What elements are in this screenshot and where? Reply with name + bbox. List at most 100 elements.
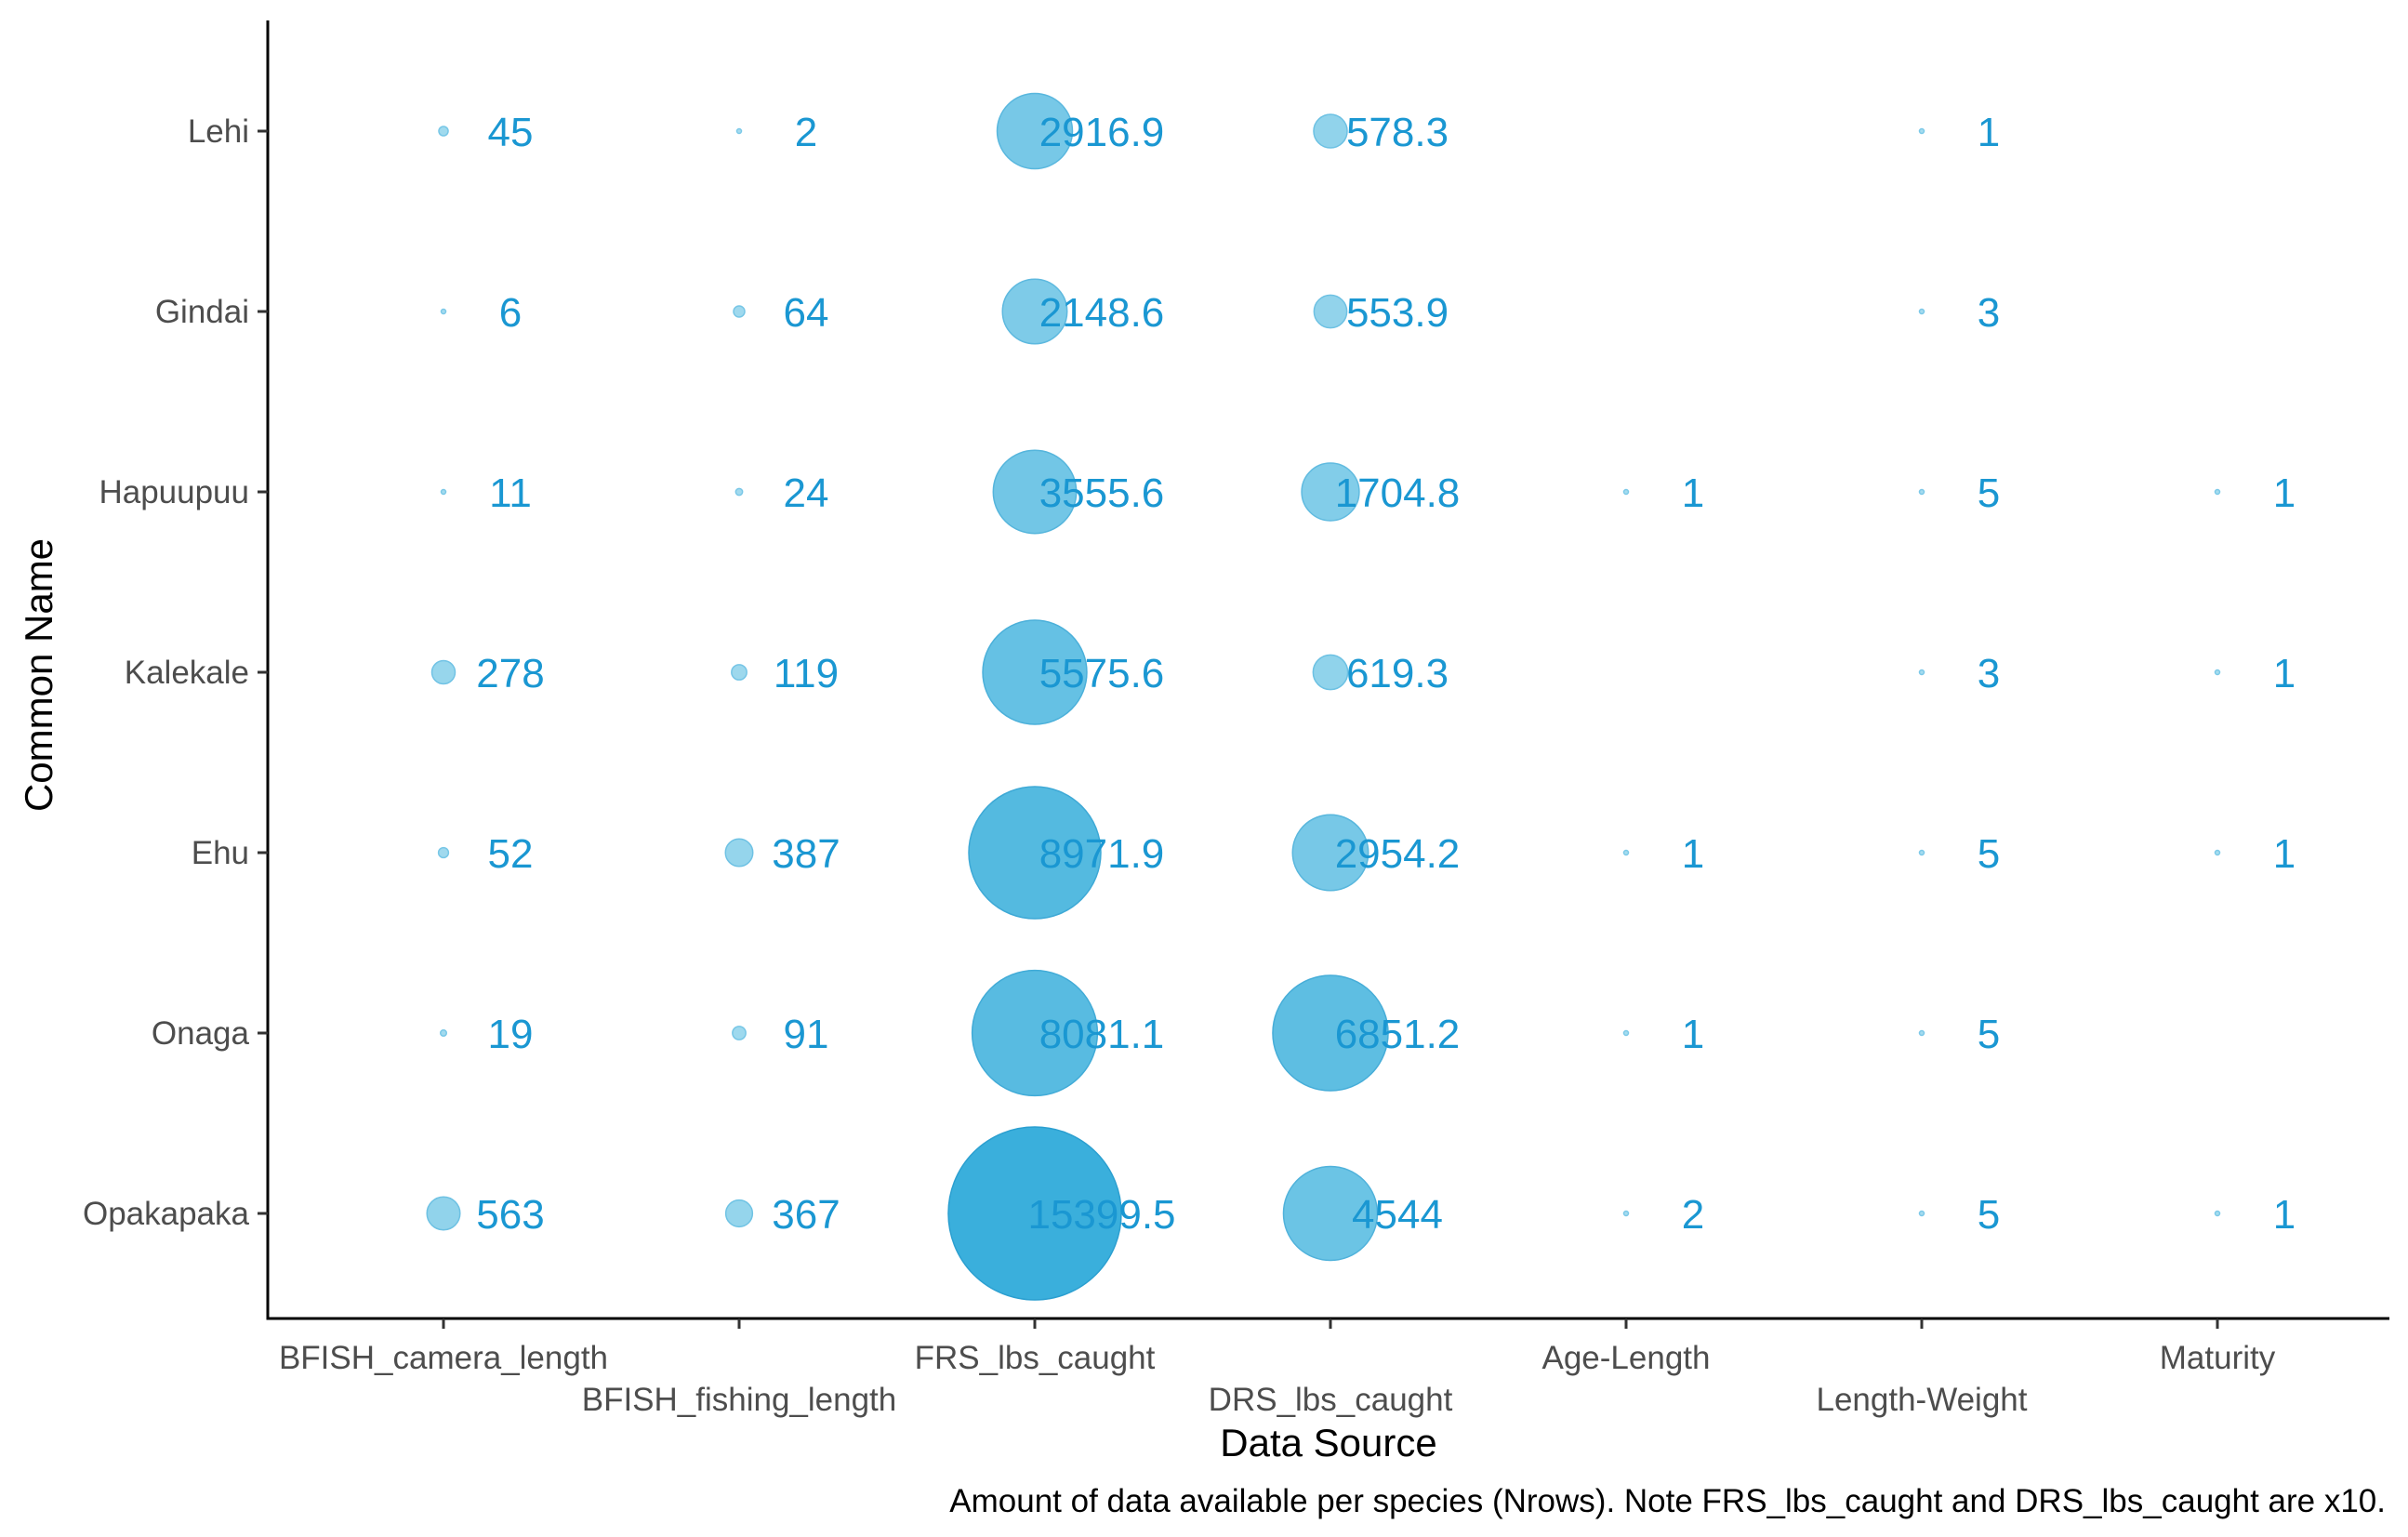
value-label-opakapaka-drs-lbs-caught: 4544	[1352, 1192, 1443, 1238]
value-label-gindai-length-weight: 3	[1978, 290, 2000, 336]
bubble-layer	[426, 92, 2221, 1301]
value-label-layer: 45 2 2916.9 578.3 16 64 2148.6 553.9 311 24 3555.6…	[476, 110, 2296, 1238]
bubble-gindai-bfish-fishing-length	[733, 305, 746, 318]
bubble-hapuupuu-maturity	[2214, 488, 2221, 496]
x-tick-label-age-length: Age-Length	[1542, 1340, 1711, 1376]
value-label-ehu-age-length: 1	[1682, 831, 1704, 877]
value-label-lehi-drs-lbs-caught: 578.3	[1346, 110, 1449, 155]
value-label-gindai-bfish-camera-length: 6	[499, 290, 522, 336]
value-label-gindai-bfish-fishing-length: 64	[784, 290, 829, 336]
value-label-ehu-frs-lbs-caught: 8971.9	[1039, 831, 1165, 877]
value-label-opakapaka-maturity: 1	[2273, 1192, 2296, 1238]
x-tick-label-bfish-fishing-length: BFISH_fishing_length	[582, 1382, 897, 1418]
value-label-ehu-bfish-camera-length: 52	[488, 831, 534, 877]
bubble-ehu-length-weight	[1918, 849, 1925, 856]
bubble-ehu-maturity	[2214, 849, 2221, 856]
value-label-gindai-frs-lbs-caught: 2148.6	[1039, 290, 1165, 336]
value-label-ehu-length-weight: 5	[1978, 831, 2000, 877]
bubble-kalekale-frs-lbs-caught	[982, 619, 1088, 725]
value-label-lehi-length-weight: 1	[1978, 110, 2000, 155]
value-label-onaga-bfish-fishing-length: 91	[784, 1012, 829, 1057]
bubble-opakapaka-drs-lbs-caught	[1282, 1165, 1379, 1262]
y-tick-label-lehi: Lehi	[188, 113, 249, 150]
value-label-ehu-maturity: 1	[2273, 831, 2296, 877]
bubble-ehu-age-length	[1622, 849, 1630, 856]
y-tick-label-opakapaka: Opakapaka	[83, 1196, 250, 1232]
bubble-hapuupuu-drs-lbs-caught	[1301, 462, 1360, 522]
value-label-onaga-bfish-camera-length: 19	[488, 1012, 534, 1057]
value-label-hapuupuu-bfish-camera-length: 11	[489, 470, 532, 516]
value-label-kalekale-length-weight: 3	[1978, 651, 2000, 696]
bubble-ehu-bfish-camera-length	[437, 846, 450, 859]
value-label-opakapaka-length-weight: 5	[1978, 1192, 2000, 1238]
bubble-hapuupuu-age-length	[1622, 488, 1630, 496]
value-label-lehi-frs-lbs-caught: 2916.9	[1039, 110, 1165, 155]
axes	[266, 20, 2389, 1320]
value-label-lehi-bfish-fishing-length: 2	[795, 110, 817, 155]
value-label-hapuupuu-age-length: 1	[1682, 470, 1704, 516]
value-label-hapuupuu-maturity: 1	[2273, 470, 2296, 516]
bubble-onaga-drs-lbs-caught	[1272, 974, 1389, 1092]
x-tick-label-maturity: Maturity	[2160, 1340, 2276, 1376]
bubble-hapuupuu-frs-lbs-caught	[992, 449, 1078, 535]
bubble-kalekale-length-weight	[1918, 669, 1925, 676]
value-label-onaga-length-weight: 5	[1978, 1012, 2000, 1057]
bubble-gindai-bfish-camera-length	[440, 308, 447, 315]
value-label-hapuupuu-length-weight: 5	[1978, 470, 2000, 516]
x-axis-title: Data Source	[1220, 1421, 1436, 1464]
bubble-hapuupuu-length-weight	[1918, 488, 1925, 496]
bubble-gindai-length-weight	[1918, 308, 1925, 315]
tick-layer: Lehi Gindai Hapuupuu Kalekale Ehu Onaga Opakap…	[83, 113, 2276, 1418]
bubble-onaga-bfish-camera-length	[439, 1028, 448, 1038]
bubble-lehi-bfish-camera-length	[438, 126, 449, 137]
x-tick-label-frs-lbs-caught: FRS_lbs_caught	[915, 1340, 1156, 1376]
value-label-opakapaka-age-length: 2	[1682, 1192, 1704, 1238]
bubble-gindai-frs-lbs-caught	[1001, 278, 1068, 345]
value-label-opakapaka-frs-lbs-caught: 15399.5	[1027, 1192, 1175, 1238]
bubble-opakapaka-age-length	[1622, 1210, 1630, 1217]
y-axis-title: Common Name	[17, 538, 60, 812]
value-label-kalekale-maturity: 1	[2273, 651, 2296, 696]
bubble-opakapaka-length-weight	[1918, 1210, 1925, 1217]
bubble-kalekale-maturity	[2214, 669, 2221, 676]
bubble-ehu-bfish-fishing-length	[724, 838, 754, 868]
bubble-lehi-length-weight	[1918, 127, 1925, 135]
value-label-hapuupuu-frs-lbs-caught: 3555.6	[1039, 470, 1165, 516]
value-label-opakapaka-bfish-camera-length: 563	[476, 1192, 544, 1238]
x-tick-label-drs-lbs-caught: DRS_lbs_caught	[1209, 1382, 1453, 1418]
y-tick-label-hapuupuu: Hapuupuu	[99, 474, 249, 510]
bubble-onaga-bfish-fishing-length	[732, 1026, 747, 1040]
bubble-kalekale-bfish-fishing-length	[731, 664, 748, 681]
value-label-gindai-drs-lbs-caught: 553.9	[1346, 290, 1449, 336]
x-tick-label-bfish-camera-length: BFISH_camera_length	[279, 1340, 608, 1376]
bubble-ehu-frs-lbs-caught	[968, 786, 1102, 920]
y-tick-label-gindai: Gindai	[155, 294, 249, 330]
bubble-hapuupuu-bfish-fishing-length	[734, 487, 744, 497]
bubble-onaga-age-length	[1622, 1029, 1630, 1037]
value-label-onaga-frs-lbs-caught: 8081.1	[1039, 1012, 1165, 1057]
chart-caption: Amount of data available per species (Nr…	[949, 1483, 2386, 1519]
value-label-hapuupuu-bfish-fishing-length: 24	[784, 470, 829, 516]
bubble-ehu-drs-lbs-caught	[1291, 814, 1369, 892]
bubble-opakapaka-bfish-camera-length	[426, 1196, 461, 1231]
bubble-lehi-drs-lbs-caught	[1313, 113, 1348, 149]
value-label-kalekale-drs-lbs-caught: 619.3	[1346, 651, 1449, 696]
value-label-kalekale-bfish-camera-length: 278	[476, 651, 544, 696]
value-label-kalekale-bfish-fishing-length: 119	[774, 651, 839, 696]
y-tick-label-ehu: Ehu	[192, 835, 249, 871]
bubble-onaga-length-weight	[1918, 1029, 1925, 1037]
bubble-kalekale-drs-lbs-caught	[1312, 654, 1349, 691]
value-label-hapuupuu-drs-lbs-caught: 1704.8	[1335, 470, 1461, 516]
bubble-opakapaka-maturity	[2214, 1210, 2221, 1217]
bubble-lehi-frs-lbs-caught	[996, 92, 1074, 170]
value-label-lehi-bfish-camera-length: 45	[488, 110, 534, 155]
value-label-ehu-bfish-fishing-length: 387	[772, 831, 840, 877]
bubble-opakapaka-frs-lbs-caught	[947, 1126, 1122, 1301]
value-label-kalekale-frs-lbs-caught: 5575.6	[1039, 651, 1165, 696]
bubble-kalekale-bfish-camera-length	[430, 659, 456, 685]
bubble-opakapaka-bfish-fishing-length	[724, 1199, 754, 1228]
y-tick-label-kalekale: Kalekale	[125, 655, 249, 691]
value-label-onaga-age-length: 1	[1682, 1012, 1704, 1057]
bubble-hapuupuu-bfish-camera-length	[440, 488, 447, 496]
